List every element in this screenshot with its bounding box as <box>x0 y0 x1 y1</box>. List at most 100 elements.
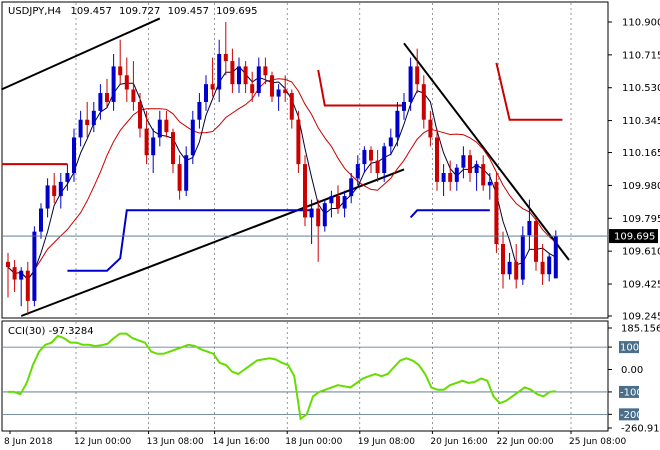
bullish-candle <box>487 181 492 186</box>
bearish-candle <box>25 270 30 301</box>
bearish-candle <box>118 66 123 76</box>
bearish-candle <box>296 119 301 165</box>
cci-vertical-gridlines <box>75 322 572 430</box>
bearish-candle <box>421 84 426 120</box>
support-step-line <box>409 209 490 219</box>
bearish-candle <box>138 101 142 129</box>
bearish-candle <box>243 66 248 85</box>
bullish-candle <box>58 181 63 197</box>
bearish-candle <box>210 84 215 90</box>
time-tick-label: 14 Jun 16:00 <box>213 437 270 447</box>
bullish-candle <box>256 66 261 94</box>
bearish-candle <box>369 149 373 161</box>
bullish-candle <box>72 137 76 173</box>
ohlc-close: 109.695 <box>216 6 257 17</box>
bearish-candle <box>223 53 228 62</box>
bullish-candle <box>276 89 281 97</box>
bearish-candle <box>230 61 235 85</box>
bullish-candle <box>98 93 103 111</box>
symbol-label: USDJPY,H4 <box>8 6 61 17</box>
time-tick-label: 19 Jun 08:00 <box>358 437 415 447</box>
cci-panel: CCI(30) -97.3284 <box>1 320 609 432</box>
bearish-candle <box>164 119 169 133</box>
trendlines <box>0 17 570 317</box>
bearish-candle <box>468 155 472 173</box>
bullish-candle <box>553 236 558 279</box>
bullish-candle <box>382 146 387 173</box>
time-tick-label: 20 Jun 16:00 <box>430 437 487 447</box>
price-indicators <box>1 62 563 281</box>
current-price-label: 109.695 <box>614 232 655 243</box>
bearish-candle <box>415 66 420 85</box>
bullish-candle <box>19 270 24 280</box>
price-tick-label: 109.425 <box>622 280 660 291</box>
bearish-candle <box>375 160 380 173</box>
candlesticks <box>6 22 558 316</box>
fast-moving-average <box>7 65 557 281</box>
bullish-candle <box>388 137 393 147</box>
price-tick-label: 110.165 <box>622 148 660 159</box>
bearish-candle <box>85 119 90 126</box>
bullish-candle <box>355 164 360 179</box>
bearish-candle <box>6 261 10 268</box>
descending-trendline <box>403 42 570 261</box>
bullish-candle <box>322 203 327 227</box>
bearish-candle <box>435 137 439 182</box>
support-step-line <box>67 209 312 272</box>
bearish-candle <box>303 164 307 218</box>
bearish-candle <box>171 132 175 165</box>
bearish-candle <box>177 164 182 191</box>
price-tick-label: 110.715 <box>622 50 660 61</box>
cci-level-lines <box>3 346 607 415</box>
time-axis: 8 Jun 2018 12 Jun 00:00 13 Jun 08:00 14 Jun… <box>4 431 626 447</box>
current-price-box <box>609 229 658 244</box>
bearish-candle <box>428 119 433 138</box>
bearish-candle <box>501 244 505 275</box>
bullish-candle <box>329 196 334 204</box>
chart-title: USDJPY,H4 109.457 109.727 109.457 109.69… <box>8 6 257 17</box>
bearish-candle <box>12 267 17 280</box>
bullish-candle <box>151 137 156 156</box>
bullish-candle <box>527 220 532 236</box>
time-tick-label: 8 Jun 2018 <box>4 437 53 447</box>
price-tick-label: 110.345 <box>622 116 660 127</box>
cci-tick-label: 100 <box>620 343 639 354</box>
time-tick-label: 12 Jun 00:00 <box>74 437 131 447</box>
bullish-candle <box>184 155 189 191</box>
bullish-candle <box>217 53 222 90</box>
bullish-candle <box>32 231 37 301</box>
bearish-candle <box>144 128 149 156</box>
bullish-candle <box>78 119 83 138</box>
price-tick-label: 109.795 <box>622 214 660 225</box>
slow-moving-average <box>7 78 557 281</box>
vertical-gridlines <box>75 3 572 317</box>
ohlc-low: 109.457 <box>168 6 209 17</box>
bearish-candle <box>270 75 274 97</box>
bullish-candle <box>454 167 459 182</box>
bullish-candle <box>111 66 116 102</box>
lower-channel-trendline <box>20 168 405 317</box>
bullish-candle <box>197 101 202 120</box>
time-tick-label: 22 Jun 00:00 <box>496 437 553 447</box>
bullish-candle <box>547 256 552 275</box>
cci-axis: 185.1565 100 0.00 -100 -200 -260.9171 <box>608 324 660 435</box>
price-tick-label: 110.900 <box>622 18 660 29</box>
bearish-candle <box>494 181 499 245</box>
price-panel: USDJPY,H4 109.457 109.727 109.457 109.69… <box>0 1 609 319</box>
bearish-candle <box>52 185 57 197</box>
resistance-step-line <box>317 69 404 107</box>
bearish-candle <box>481 164 486 186</box>
bearish-candle <box>540 261 545 275</box>
ohlc-open: 109.457 <box>70 6 111 17</box>
cci-label: CCI(30) -97.3284 <box>8 326 94 337</box>
bearish-candle <box>316 208 321 227</box>
bullish-candle <box>395 110 400 138</box>
price-tick-label: 110.530 <box>622 83 660 94</box>
bullish-candle <box>441 172 446 182</box>
upper-channel-trendline <box>0 17 161 91</box>
bullish-candle <box>190 119 195 156</box>
cci-tick-label: -200 <box>620 410 643 421</box>
bullish-candle <box>349 178 354 197</box>
bullish-candle <box>237 66 241 85</box>
